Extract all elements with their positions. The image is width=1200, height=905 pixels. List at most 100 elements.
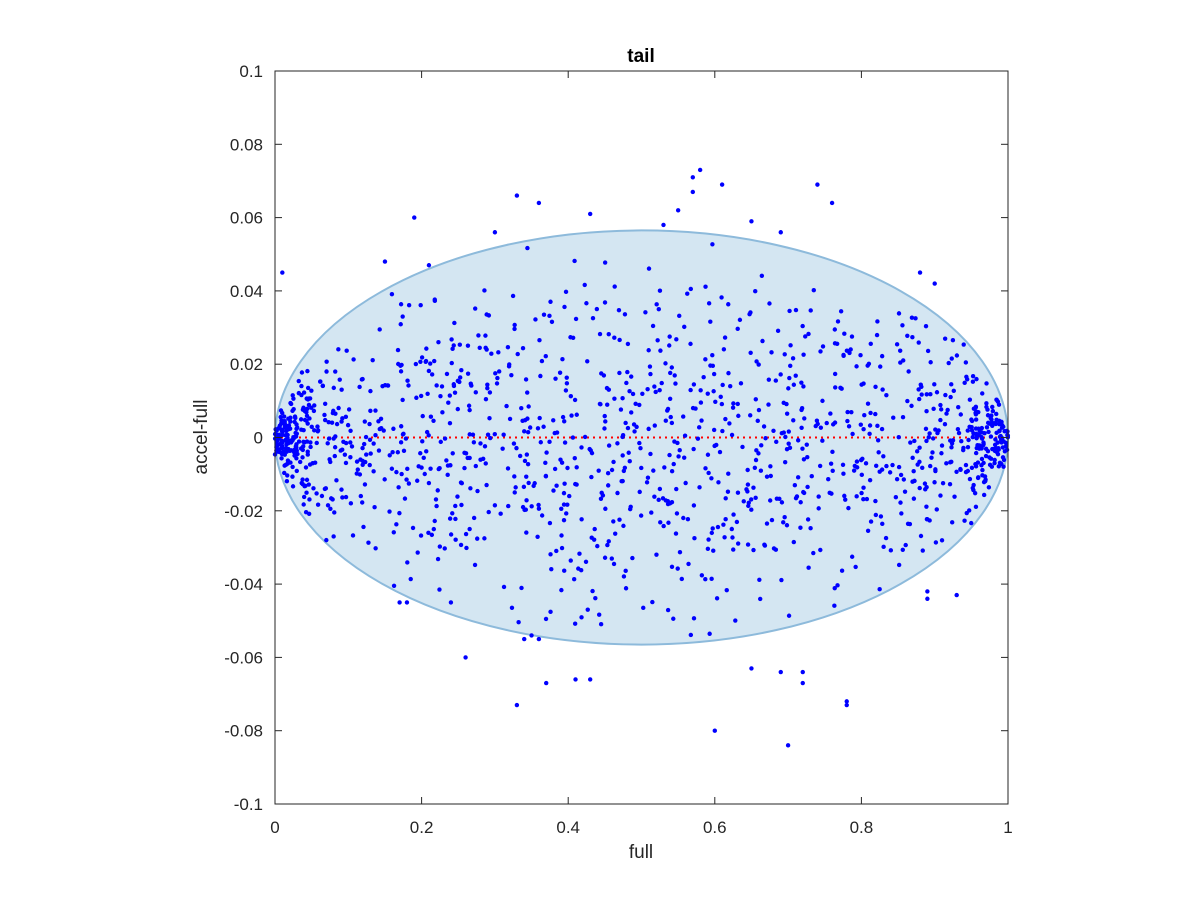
data-point (828, 411, 833, 416)
data-point (331, 534, 336, 539)
data-point (919, 392, 924, 397)
data-point (711, 371, 717, 377)
data-point (711, 389, 716, 394)
data-point (698, 400, 704, 405)
data-point (509, 605, 515, 610)
x-tick-labels: 0 0.2 0.4 0.6 0.8 1 (270, 818, 1012, 837)
data-point (706, 301, 712, 306)
data-point (711, 548, 716, 553)
data-point (938, 493, 943, 498)
x-tick-label: 0.4 (556, 818, 580, 837)
data-point (625, 369, 630, 375)
data-point (418, 302, 423, 308)
data-point (762, 543, 768, 548)
data-point (663, 498, 668, 503)
data-point (912, 438, 917, 444)
data-point (753, 397, 759, 402)
data-point (561, 490, 567, 496)
data-point (786, 386, 791, 391)
data-point (472, 562, 478, 568)
data-point (377, 327, 382, 332)
data-point (735, 490, 741, 495)
data-point (917, 270, 923, 275)
data-point (681, 515, 686, 521)
data-point (306, 482, 312, 487)
data-point (781, 400, 786, 406)
data-point (462, 465, 467, 471)
data-point (450, 346, 455, 352)
data-point (893, 495, 899, 500)
data-point (401, 448, 407, 454)
y-tick-label: 0.1 (239, 62, 263, 81)
data-point (589, 535, 594, 540)
data-point (988, 434, 994, 439)
data-point (609, 556, 614, 561)
data-point (304, 490, 309, 495)
data-point (292, 453, 297, 458)
data-point (579, 445, 584, 450)
data-point (596, 612, 602, 617)
data-point (930, 450, 935, 455)
data-point (348, 501, 354, 506)
data-point (623, 420, 628, 426)
data-point (667, 334, 672, 339)
data-point (579, 568, 584, 573)
data-point (716, 480, 721, 485)
data-point (537, 415, 542, 421)
data-point (703, 577, 708, 582)
data-point (602, 300, 608, 305)
data-point (559, 533, 564, 538)
data-point (463, 655, 468, 660)
data-point (758, 468, 764, 473)
data-point (529, 633, 534, 638)
data-point (933, 467, 938, 472)
data-point (793, 307, 799, 313)
data-point (735, 541, 741, 546)
data-point (873, 498, 878, 504)
data-point (294, 431, 299, 436)
data-point (918, 382, 923, 387)
data-point (970, 374, 976, 379)
data-point (291, 396, 296, 401)
data-point (994, 417, 999, 422)
data-point (535, 534, 540, 539)
data-point (992, 457, 997, 463)
data-point (472, 306, 478, 311)
data-point (595, 543, 600, 549)
data-point (505, 345, 511, 350)
data-point (963, 462, 969, 468)
data-point (349, 444, 355, 449)
data-point (485, 382, 490, 387)
data-point (387, 453, 392, 458)
data-point (906, 369, 911, 374)
data-point (588, 448, 593, 453)
data-point (948, 394, 953, 400)
data-point (590, 315, 596, 321)
data-point (419, 355, 425, 360)
data-point (954, 592, 959, 598)
data-point (484, 482, 489, 488)
data-point (414, 395, 419, 400)
data-point (570, 335, 576, 340)
data-point (752, 465, 758, 471)
data-point (493, 371, 498, 376)
data-point (768, 464, 773, 469)
data-point (428, 414, 434, 419)
x-axis-label: full (629, 842, 653, 863)
data-point (792, 482, 798, 488)
data-point (915, 462, 920, 467)
data-point (786, 429, 791, 434)
data-point (400, 397, 405, 403)
data-point (602, 426, 607, 431)
data-point (547, 313, 552, 319)
data-point (570, 435, 576, 440)
data-point (749, 666, 754, 671)
data-point (602, 555, 608, 560)
data-point (561, 502, 567, 507)
data-point (976, 475, 981, 480)
data-point (663, 418, 668, 423)
data-point (860, 456, 865, 461)
data-point (507, 362, 512, 367)
data-point (1000, 455, 1006, 460)
data-point (562, 304, 567, 310)
